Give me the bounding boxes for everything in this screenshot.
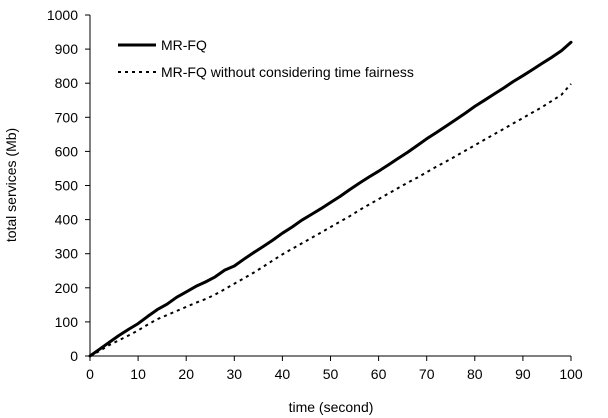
x-tick-label: 70 [419, 366, 435, 382]
x-axis-label: time (second) [289, 399, 374, 415]
x-tick-label: 50 [323, 366, 339, 382]
y-tick-label: 300 [55, 246, 79, 262]
series-line-mr-fq [88, 40, 573, 358]
y-tick-labels: 0 100 200 300 400 500 600 700 800 900 1000 [47, 7, 78, 364]
x-tick-labels: 0 10 20 30 40 50 60 70 80 90 100 [86, 366, 583, 382]
x-tick-label: 90 [515, 366, 531, 382]
x-tick-label: 100 [559, 366, 583, 382]
legend: MR-FQ MR-FQ without considering time fai… [118, 37, 414, 80]
legend-label-mr-fq: MR-FQ [161, 37, 207, 53]
x-tick-label: 0 [86, 366, 94, 382]
x-tick-label: 80 [467, 366, 483, 382]
y-axis-label: total services (Mb) [3, 128, 19, 242]
y-tick-label: 0 [70, 348, 78, 364]
x-tick-label: 20 [178, 366, 194, 382]
y-tick-label: 400 [55, 212, 79, 228]
y-tick-label: 600 [55, 143, 79, 159]
y-tick-label: 700 [55, 109, 79, 125]
x-tick-label: 40 [275, 366, 291, 382]
y-tick-label: 100 [55, 314, 79, 330]
x-tick-label: 10 [130, 366, 146, 382]
y-tick-label: 900 [55, 41, 79, 57]
y-tick-label: 500 [55, 178, 79, 194]
x-tick-label: 60 [371, 366, 387, 382]
y-tick-label: 1000 [47, 7, 78, 23]
y-tick-label: 200 [55, 280, 79, 296]
y-tick-label: 800 [55, 75, 79, 91]
legend-label-mr-fq-no-fairness: MR-FQ without considering time fairness [161, 64, 414, 80]
series-lines [88, 40, 573, 358]
series-line-mr-fq-no-fairness [89, 83, 572, 357]
x-tick-label: 30 [227, 366, 243, 382]
